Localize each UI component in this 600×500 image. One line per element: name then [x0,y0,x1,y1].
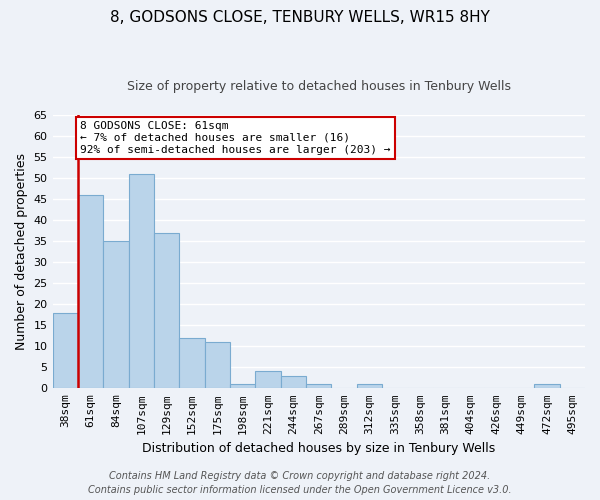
Bar [179,338,205,388]
Text: 8 GODSONS CLOSE: 61sqm
← 7% of detached houses are smaller (16)
92% of semi-deta: 8 GODSONS CLOSE: 61sqm ← 7% of detached … [80,122,391,154]
Bar [256,372,281,388]
Bar [103,241,128,388]
Title: Size of property relative to detached houses in Tenbury Wells: Size of property relative to detached ho… [127,80,511,93]
Bar [306,384,331,388]
Y-axis label: Number of detached properties: Number of detached properties [15,153,28,350]
Bar [357,384,382,388]
Bar [154,232,179,388]
Bar [53,312,78,388]
Bar [230,384,256,388]
Bar [281,376,306,388]
Bar [128,174,154,388]
Bar [205,342,230,388]
X-axis label: Distribution of detached houses by size in Tenbury Wells: Distribution of detached houses by size … [142,442,496,455]
Bar [78,195,103,388]
Text: 8, GODSONS CLOSE, TENBURY WELLS, WR15 8HY: 8, GODSONS CLOSE, TENBURY WELLS, WR15 8H… [110,10,490,25]
Bar [534,384,560,388]
Text: Contains HM Land Registry data © Crown copyright and database right 2024.
Contai: Contains HM Land Registry data © Crown c… [88,471,512,495]
